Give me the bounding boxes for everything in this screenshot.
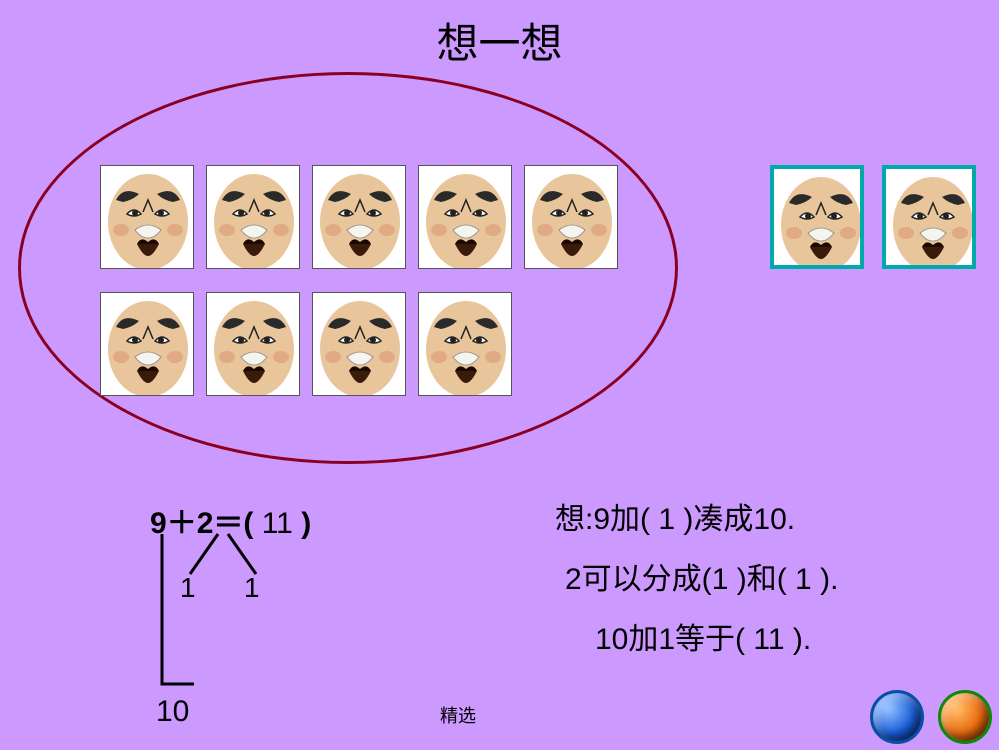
face-item xyxy=(418,165,512,269)
r3-pre: 10加1等于( xyxy=(595,623,745,656)
face-item xyxy=(100,292,194,396)
face-item xyxy=(206,292,300,396)
bottom-ten: 10 xyxy=(156,695,189,729)
paren-close: ) xyxy=(301,507,311,540)
face-item xyxy=(312,292,406,396)
footer-label: 精选 xyxy=(440,702,476,728)
face-item xyxy=(770,165,864,269)
r2-v2: 1 xyxy=(795,563,812,596)
face-item xyxy=(882,165,976,269)
r2-pre: 2可以分成( xyxy=(565,563,712,596)
page-title: 想一想 xyxy=(436,10,562,71)
face-item xyxy=(206,165,300,269)
r1-post: )凑成10. xyxy=(683,503,795,536)
face-item xyxy=(100,165,194,269)
r2-mid: )和( xyxy=(737,563,787,596)
r3-post: ). xyxy=(793,623,811,656)
r2-v1: 1 xyxy=(712,563,729,596)
r2-post: ). xyxy=(820,563,838,596)
face-item xyxy=(524,165,618,269)
faces-side xyxy=(770,165,976,269)
next-button[interactable] xyxy=(938,690,992,744)
r1-val: 1 xyxy=(658,503,675,536)
face-item xyxy=(418,292,512,396)
bracket-icon xyxy=(158,534,278,694)
face-item xyxy=(312,165,406,269)
faces-row-1 xyxy=(100,165,618,269)
reasoning-text: 想:9加( 1 )凑成10. 2可以分成(1 )和( 1 ). 10加1等于( … xyxy=(555,490,838,670)
prev-button[interactable] xyxy=(870,690,924,744)
r1-pre: 想:9加( xyxy=(555,503,650,536)
r3-val: 11 xyxy=(753,623,784,656)
faces-row-2 xyxy=(100,292,512,396)
